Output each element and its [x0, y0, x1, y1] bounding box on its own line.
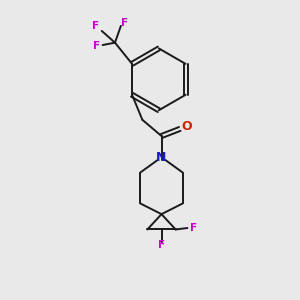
- Text: N: N: [156, 151, 167, 164]
- Text: F: F: [92, 22, 99, 32]
- Text: F: F: [190, 223, 197, 233]
- Text: F: F: [121, 18, 128, 28]
- Text: F: F: [93, 40, 100, 51]
- Text: O: O: [181, 120, 191, 133]
- Text: F: F: [158, 240, 165, 250]
